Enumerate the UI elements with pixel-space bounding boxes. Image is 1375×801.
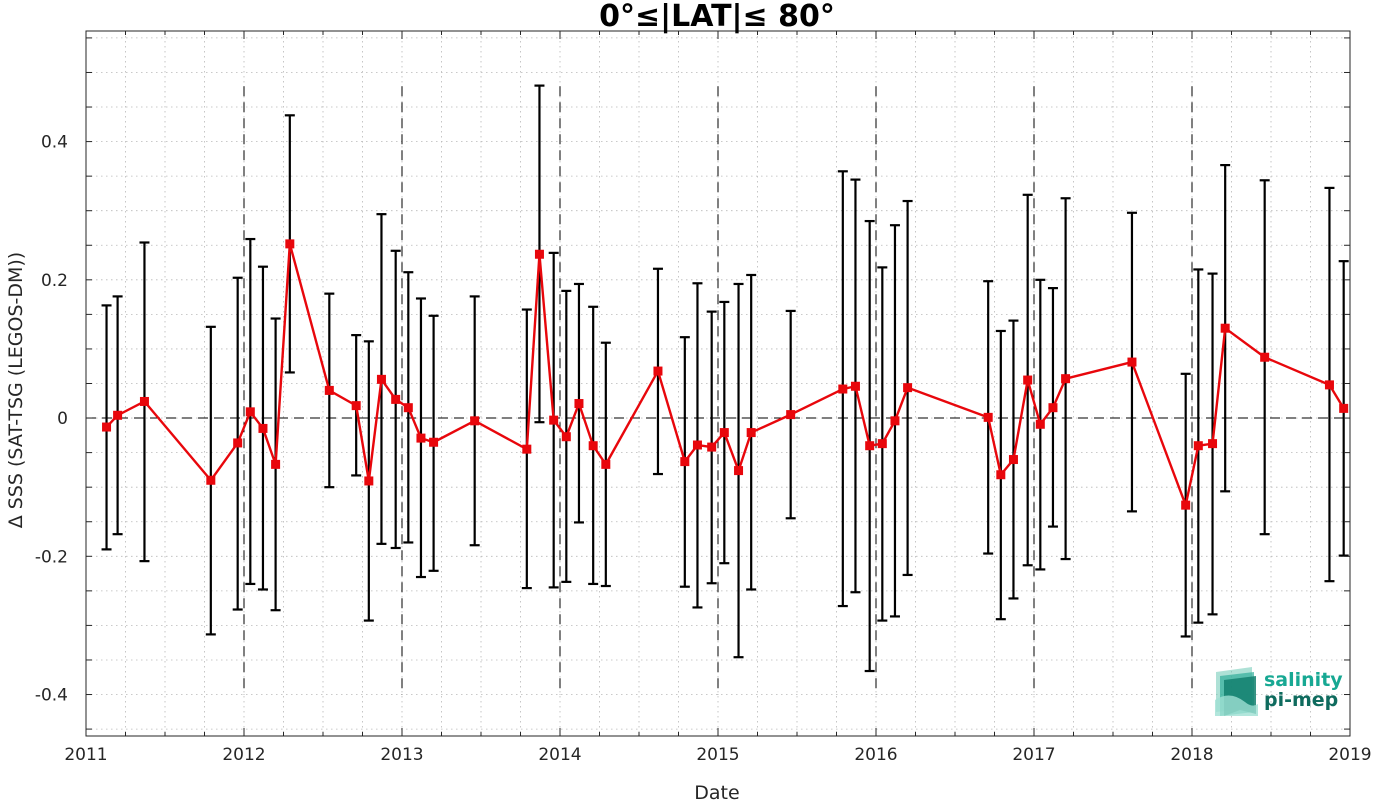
x-tick-labels: 2011 2012 2013 2014 2015 2016 2017 2018 2019	[64, 745, 1371, 765]
data-point-marker	[233, 438, 243, 448]
data-point-marker	[364, 476, 374, 486]
data-point-marker	[324, 385, 334, 395]
series-line	[105, 242, 1345, 507]
series-markers	[102, 239, 1349, 510]
chart-title: 0°≤|LAT|≤ 80°	[599, 0, 835, 34]
x-tick-label: 2012	[222, 745, 265, 765]
data-point-marker	[1260, 352, 1270, 362]
data-point-marker	[561, 432, 571, 442]
data-point-marker	[588, 441, 598, 451]
x-tick-label: 2017	[1012, 745, 1055, 765]
logo-wave-icon	[1215, 667, 1258, 716]
x-tick-label: 2019	[1328, 745, 1371, 765]
salinity-pi-mep-logo: salinity pi-mep	[1215, 667, 1343, 716]
data-point-marker	[1181, 500, 1191, 510]
data-point-marker	[850, 381, 860, 391]
data-point-marker	[1048, 403, 1058, 413]
data-point-marker	[601, 459, 611, 469]
data-point-marker	[258, 423, 268, 433]
data-point-marker	[996, 470, 1006, 480]
data-point-marker	[719, 428, 729, 438]
data-point-marker	[1220, 323, 1230, 333]
data-point-marker	[470, 416, 480, 426]
x-tick-label: 2015	[696, 745, 739, 765]
data-point-marker	[680, 457, 690, 467]
data-point-marker	[707, 442, 717, 452]
logo-text-salinity: salinity	[1264, 669, 1343, 691]
data-point-marker	[113, 410, 123, 420]
data-point-marker	[391, 394, 401, 404]
data-point-marker	[1061, 374, 1071, 384]
data-point-marker	[245, 407, 255, 417]
data-point-marker	[534, 249, 544, 259]
data-point-marker	[429, 437, 439, 447]
data-point-marker	[653, 366, 663, 376]
axis-ticks	[85, 31, 1351, 736]
y-axis-label: Δ SSS (SAT-TSG (LEGOS-DM))	[5, 252, 27, 528]
data-point-marker	[877, 439, 887, 449]
data-point-marker	[734, 466, 744, 476]
data-point-marker	[403, 403, 413, 413]
x-tick-label: 2014	[538, 745, 581, 765]
data-point-marker	[271, 459, 281, 469]
y-tick-labels: -0.4 -0.2 0 0.2 0.4	[35, 133, 68, 706]
data-point-marker	[838, 384, 848, 394]
data-point-marker	[206, 475, 216, 485]
x-tick-label: 2011	[64, 745, 107, 765]
data-point-marker	[376, 374, 386, 384]
data-point-marker	[549, 415, 559, 425]
y-tick-label: 0.2	[41, 271, 68, 291]
y-tick-label: -0.4	[35, 686, 68, 706]
x-tick-label: 2016	[854, 745, 897, 765]
data-point-marker	[416, 433, 426, 443]
data-point-marker	[746, 428, 756, 438]
data-point-marker	[1127, 357, 1137, 367]
y-tick-label: 0.4	[41, 133, 68, 153]
data-point-marker	[522, 444, 532, 454]
data-point-marker	[983, 412, 993, 422]
data-point-marker	[574, 399, 584, 409]
x-tick-label: 2018	[1170, 745, 1213, 765]
data-point-marker	[890, 416, 900, 426]
data-point-marker	[1339, 403, 1349, 413]
data-point-marker	[351, 401, 361, 411]
data-point-marker	[692, 440, 702, 450]
logo-text-pi-mep: pi-mep	[1264, 689, 1338, 711]
data-point-marker	[1035, 419, 1045, 429]
data-point-marker	[786, 410, 796, 420]
y-tick-label: 0	[57, 409, 68, 429]
data-point-marker	[1324, 380, 1334, 390]
data-point-marker	[865, 441, 875, 451]
data-point-marker	[1008, 455, 1018, 465]
data-point-marker	[1023, 375, 1033, 385]
data-point-marker	[102, 422, 112, 432]
year-boundary-lines	[243, 86, 1193, 695]
data-point-marker	[1193, 441, 1203, 451]
data-point-marker	[903, 383, 913, 393]
x-axis-label: Date	[694, 782, 739, 801]
x-tick-label: 2013	[380, 745, 423, 765]
data-point-marker	[1208, 439, 1218, 449]
data-point-marker	[139, 396, 149, 406]
y-tick-label: -0.2	[35, 547, 68, 567]
data-point-marker	[285, 239, 295, 249]
